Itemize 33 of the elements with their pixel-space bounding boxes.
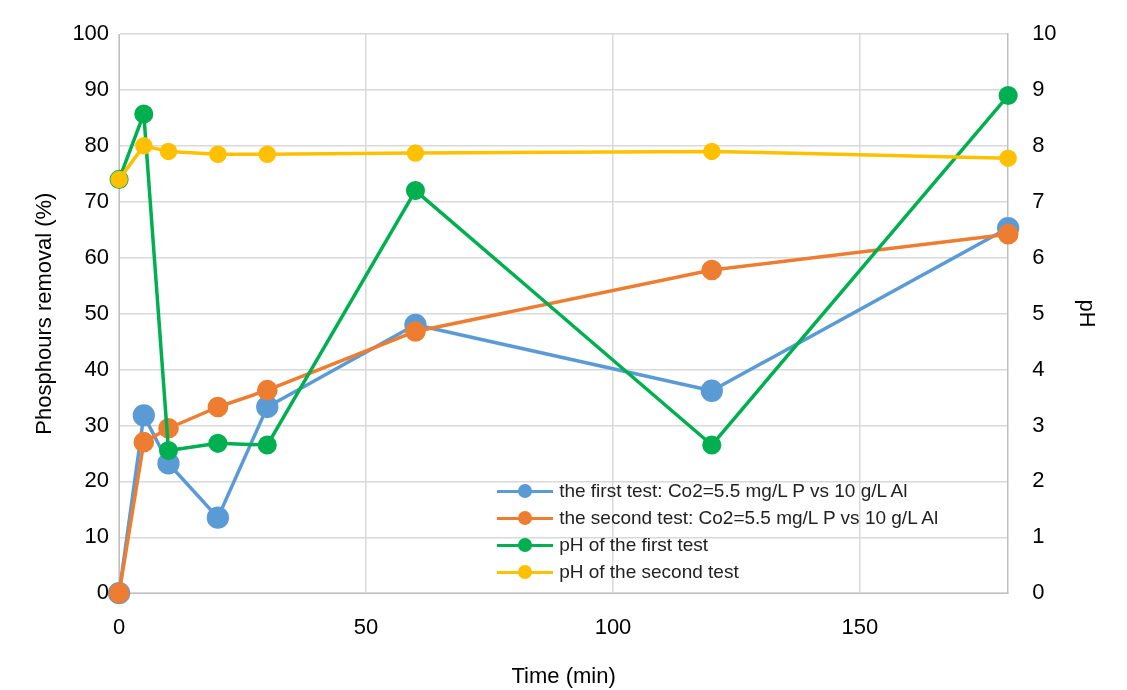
y2-tick-label: 9 bbox=[1032, 75, 1045, 101]
y-tick-label: 80 bbox=[84, 131, 110, 157]
x-axis-title: Time (min) bbox=[511, 662, 616, 688]
y-axis-title: Phosphours removal (%) bbox=[31, 192, 57, 435]
y2-axis-title: pH bbox=[1074, 299, 1100, 328]
y-tick-label: 20 bbox=[84, 467, 110, 493]
x-tick-label: 150 bbox=[841, 614, 879, 640]
y-tick-label: 30 bbox=[84, 411, 110, 437]
x-tick-label: 0 bbox=[112, 614, 126, 640]
y-tick-label: 70 bbox=[84, 187, 110, 213]
y-tick-label: 0 bbox=[96, 579, 110, 605]
y2-tick-label: 5 bbox=[1032, 299, 1045, 325]
legend-label: the second test: Co2=5.5 mg/L P vs 10 g/L Al bbox=[559, 506, 939, 529]
y2-tick-label: 2 bbox=[1032, 467, 1045, 493]
y2-tick-label: 0 bbox=[1032, 579, 1045, 605]
y2-tick-label: 4 bbox=[1032, 355, 1045, 381]
x-tick-label: 50 bbox=[353, 614, 379, 640]
y-tick-label: 10 bbox=[84, 523, 110, 549]
y2-tick-label: 10 bbox=[1032, 20, 1057, 46]
legend-label: pH of the second test bbox=[559, 560, 739, 583]
y2-tick-label: 7 bbox=[1032, 187, 1045, 213]
y2-tick-label: 6 bbox=[1032, 243, 1045, 269]
y-tick-label: 90 bbox=[84, 75, 110, 101]
y-tick-label: 60 bbox=[84, 243, 110, 269]
y-tick-label: 100 bbox=[72, 20, 110, 46]
y-tick-label: 50 bbox=[84, 299, 110, 325]
x-tick-label: 100 bbox=[594, 614, 632, 640]
y2-tick-label: 8 bbox=[1032, 131, 1045, 157]
legend-label: pH of the first test bbox=[559, 533, 709, 556]
legend-label: the first test: Co2=5.5 mg/L P vs 10 g/L Al bbox=[559, 479, 908, 502]
y-tick-label: 40 bbox=[84, 355, 110, 381]
y2-tick-label: 1 bbox=[1032, 523, 1045, 549]
y2-tick-label: 3 bbox=[1032, 411, 1045, 437]
